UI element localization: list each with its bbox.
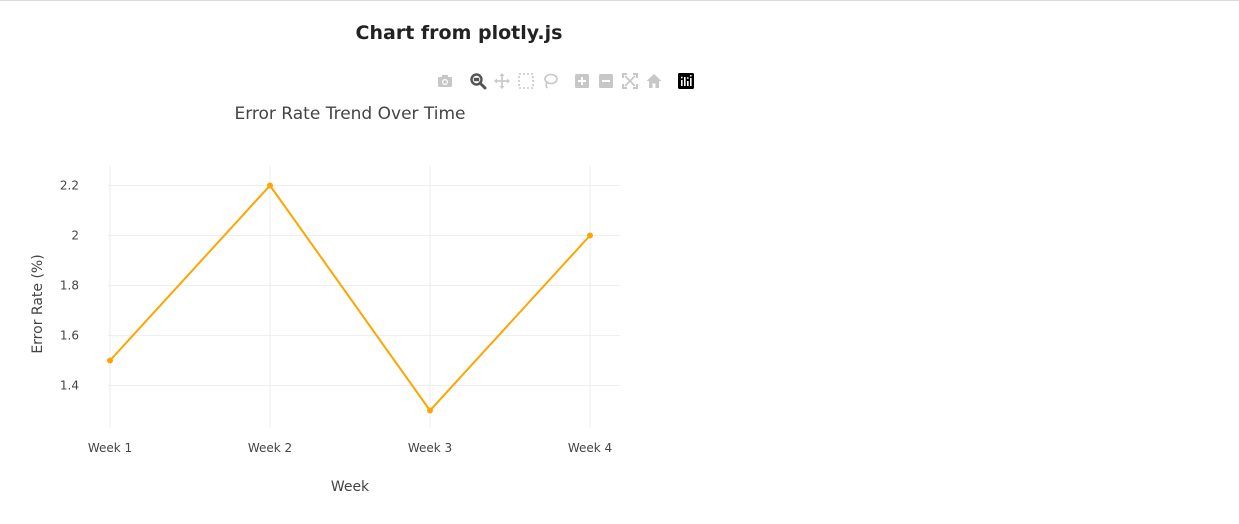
x-tick-label: Week 4: [568, 441, 612, 455]
lasso-select-icon[interactable]: [541, 72, 559, 90]
y-tick-label: 1.4: [60, 379, 79, 393]
series-line: [109, 183, 591, 413]
x-tick-label: Week 3: [408, 441, 452, 455]
top-divider: [0, 0, 1239, 1]
data-point[interactable]: [587, 232, 593, 239]
line-chart: 1.4 1.6 1.8 2 2.2 Week 1 Week 2 Week 3 Week 4 Er…: [30, 104, 620, 495]
y-axis-title: Error Rate (%): [30, 254, 46, 353]
zoom-in-icon[interactable]: [573, 72, 591, 90]
zoom-out-icon[interactable]: [597, 72, 615, 90]
zoom-icon[interactable]: [469, 72, 487, 90]
chart-title: Error Rate Trend Over Time: [234, 104, 465, 124]
y-tick-label: 2.2: [60, 179, 79, 193]
x-tick-label: Week 2: [248, 441, 292, 455]
chart-tick-labels: 1.4 1.6 1.8 2 2.2 Week 1 Week 2 Week 3 Week 4: [60, 179, 612, 456]
data-point[interactable]: [107, 357, 113, 364]
page-title: Chart from plotly.js: [355, 22, 563, 44]
autoscale-icon[interactable]: [621, 72, 639, 90]
pan-icon[interactable]: [493, 72, 511, 90]
plotly-logo-icon[interactable]: [677, 72, 695, 90]
chart-series: [107, 182, 593, 414]
camera-icon[interactable]: [436, 72, 454, 90]
y-tick-label: 1.6: [60, 329, 79, 343]
box-select-icon[interactable]: [517, 72, 535, 90]
reset-axes-icon[interactable]: [645, 72, 663, 90]
y-tick-label: 1.8: [60, 279, 79, 293]
data-point[interactable]: [427, 407, 433, 414]
x-tick-label: Week 1: [88, 441, 132, 455]
x-axis-title: Week: [331, 479, 370, 495]
chart-gridlines: [108, 166, 620, 428]
data-point[interactable]: [267, 182, 273, 189]
y-tick-label: 2: [71, 229, 79, 243]
